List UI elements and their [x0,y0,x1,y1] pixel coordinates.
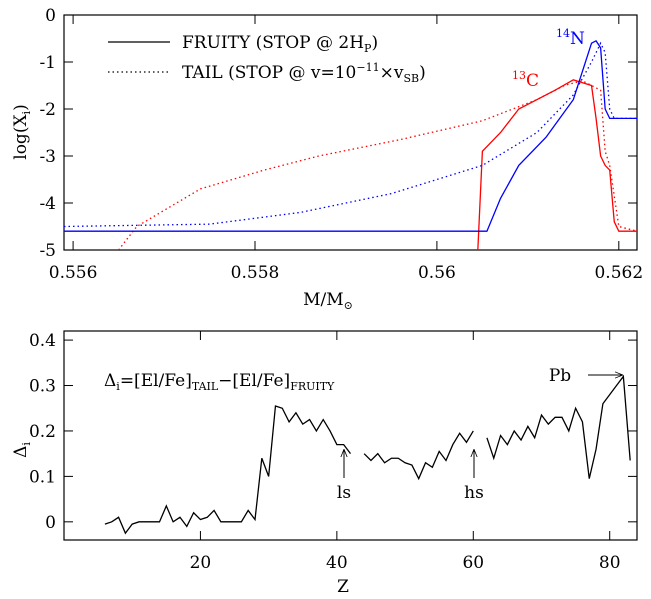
marker-label: hs [464,483,484,503]
data-line [118,80,637,250]
y-axis-label: Δi [11,442,33,458]
y-tick-label: -3 [39,147,56,167]
x-tick-label: 0.558 [231,263,280,283]
plot-frame [63,330,638,541]
data-line [477,79,637,250]
x-axis-label: Z [337,577,349,597]
data-line [64,41,637,228]
x-tick-label: 0.556 [49,263,98,283]
legend-entry: FRUITY (STOP @ 2HP) [182,33,378,55]
marker-label: ls [337,483,351,503]
y-tick-label: 0.1 [29,467,56,487]
y-tick-label: 0.4 [29,331,56,351]
data-line [64,40,637,232]
y-axis-label: log(Xi) [11,104,33,159]
y-tick-label: 0.2 [29,422,56,442]
y-tick-label: -5 [39,241,56,261]
x-tick-label: 40 [326,553,348,573]
y-tick-label: 0 [45,513,56,533]
y-tick-label: 0.3 [29,377,56,397]
marker-label: Pb [549,366,571,386]
y-tick-label: 0 [45,6,56,26]
y-tick-label: -4 [39,194,56,214]
x-tick-label: 20 [190,553,212,573]
legend-entry: TAIL (STOP @ v=10−11×vSB) [182,61,426,85]
x-tick-label: 0.562 [594,263,643,283]
curve-label: 14N [556,27,585,49]
x-axis-label: M/M⊙ [303,290,353,312]
y-tick-label: -1 [39,53,56,73]
y-tick-label: -2 [39,100,56,120]
curve-label: 13C [512,69,539,91]
x-tick-label: 0.56 [418,263,456,283]
data-line [104,374,631,535]
x-tick-label: 60 [462,553,484,573]
annotation: Δi=[El/Fe]TAIL−[El/Fe]FRUITY [104,371,335,393]
x-tick-label: 80 [599,553,621,573]
plot-frame [63,14,638,251]
